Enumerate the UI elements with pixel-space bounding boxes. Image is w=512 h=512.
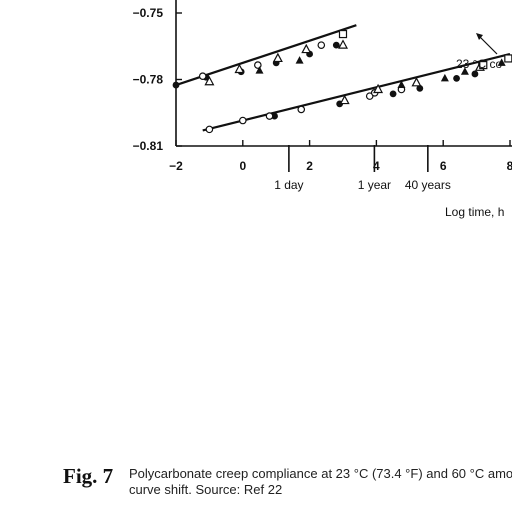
annotations: 1 day 1 year 40 years 23 °C co [274,33,502,192]
filled-circle-point [453,74,460,82]
filled-triangle-point [440,73,449,82]
open-square-point [338,29,348,39]
axes: −0.75 −0.78 −0.81 −2 0 2 4 6 8 Log time, h [133,0,512,219]
open-triangle-point [373,83,384,94]
filled-circle-point [389,90,397,98]
data-points [172,29,512,134]
y-tick-label: −0.81 [133,139,164,153]
filled-triangle-point [397,80,406,89]
open-circle-point [205,125,214,134]
y-tick-label: −0.78 [133,73,164,87]
callout-arrowhead [476,33,483,40]
open-triangle-point [204,75,215,86]
filled-circle-point [332,41,340,49]
y-tick-label: −0.75 [133,6,164,20]
fit-line [202,52,511,132]
open-circle-point [198,72,207,80]
filled-triangle-point [295,56,304,64]
open-square-point [504,54,512,63]
open-circle-point [265,112,274,120]
x-tick-label: 2 [306,159,313,173]
open-circle-point [239,116,247,125]
x-tick-label: 8 [507,159,512,173]
filled-triangle-point [255,66,264,74]
open-triangle-point [338,39,348,49]
open-triangle-point [234,63,245,74]
caption-text: Polycarbonate creep compliance at 23 °C … [129,466,512,497]
figure-label: Fig. 7 [63,464,114,488]
open-triangle-point [301,43,312,54]
callout-arrow [477,34,498,55]
open-circle-point [317,41,326,49]
x-tick-label: 4 [373,159,380,173]
x-tick-label: 0 [239,159,246,173]
filled-triangle-point [460,67,469,75]
time-marker-label: 40 years [405,178,451,192]
x-tick-label: −2 [169,159,183,173]
open-triangle-point [339,94,350,105]
open-circle-point [297,105,306,114]
x-axis-label: Log time, h [445,205,504,219]
time-marker-label: 1 year [358,178,391,192]
open-triangle-point [411,77,422,87]
open-square-point [479,60,488,70]
x-tick-label: 6 [440,159,447,173]
callout-label: 23 °C co [456,57,502,71]
filled-circle-point [471,70,479,78]
filled-circle-point [416,84,424,92]
time-marker-label: 1 day [274,178,303,192]
filled-circle-point [172,81,180,89]
filled-triangle-point [497,58,506,66]
open-triangle-point [272,52,283,63]
